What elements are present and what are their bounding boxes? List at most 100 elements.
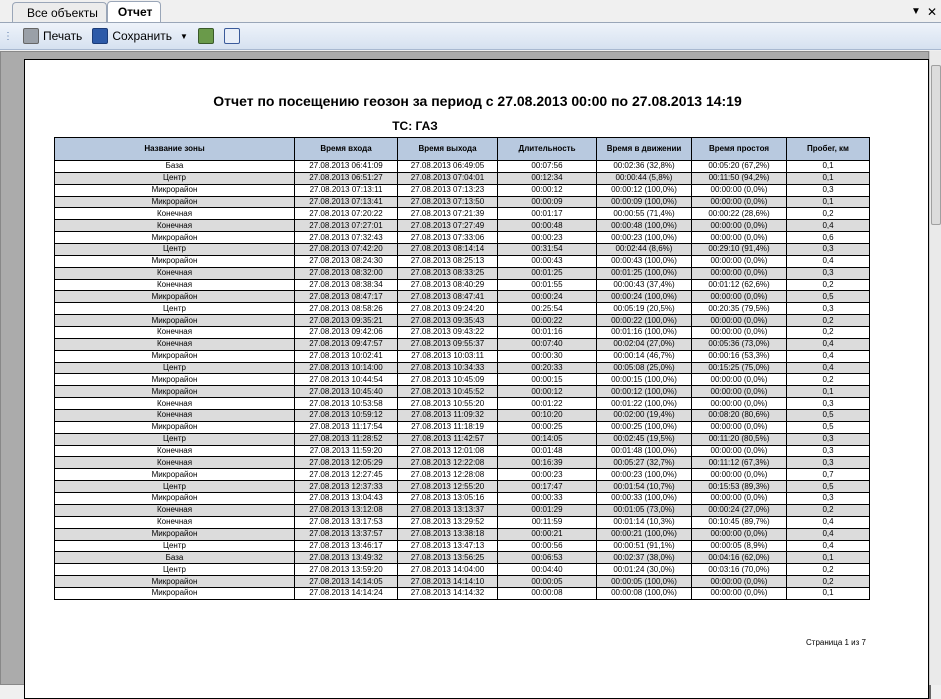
table-cell: 27.08.2013 10:55:20	[397, 397, 498, 411]
table-cell: 27.08.2013 07:27:01	[294, 219, 398, 233]
table-cell: 27.08.2013 07:20:22	[294, 207, 398, 221]
table-cell: 00:00:00 (0,0%)	[691, 575, 787, 588]
table-cell: 00:05:19 (20,5%)	[596, 302, 692, 316]
table-cell: 27.08.2013 10:45:40	[294, 385, 398, 399]
table-cell: 00:00:12	[497, 385, 597, 399]
table-cell: 00:10:20	[497, 409, 597, 422]
table-cell: 27.08.2013 13:17:53	[294, 515, 398, 529]
table-row: Микрорайон 27.08.2013 14:14:05 27.08.2013 …	[54, 575, 870, 588]
table-cell: 00:00:00 (0,0%)	[691, 266, 787, 280]
table-cell: 0,7	[786, 468, 870, 482]
table-cell: 00:00:12	[497, 183, 597, 197]
column-header[interactable]: Время простоя	[691, 137, 787, 161]
table-cell: 00:02:45 (19,5%)	[596, 432, 692, 446]
table-cell: 00:00:00 (0,0%)	[691, 254, 787, 268]
table-cell: 27.08.2013 11:42:57	[397, 432, 498, 446]
table-cell: 27.08.2013 12:22:08	[397, 456, 498, 470]
scrollbar-thumb[interactable]	[931, 65, 941, 225]
table-cell: 27.08.2013 12:05:29	[294, 456, 398, 470]
table-cell: 00:00:25 (100,0%)	[596, 420, 692, 434]
report-page: Отчет по посещению геозон за период с 27…	[24, 59, 929, 699]
table-row: Микрорайон 27.08.2013 11:17:54 27.08.2013 …	[54, 420, 870, 434]
page-view-button[interactable]	[197, 27, 214, 45]
column-header[interactable]: Время в движении	[596, 137, 692, 161]
table-row: Конечная 27.08.2013 08:32:00 27.08.2013 08…	[54, 266, 870, 280]
print-button[interactable]: Печать	[23, 27, 82, 45]
table-cell: 00:01:24 (30,0%)	[596, 563, 692, 577]
chevron-down-icon[interactable]: ▼	[911, 6, 921, 17]
column-header[interactable]: Время входа	[294, 137, 398, 161]
column-header[interactable]: Пробег, км	[786, 137, 870, 161]
toolbar: ⋮ Печать Сохранить ▼	[0, 23, 941, 50]
table-cell: 00:07:56	[497, 160, 597, 173]
column-header[interactable]: Длительность	[497, 137, 597, 161]
table-cell: 0,1	[786, 171, 870, 185]
table-row: Конечная 27.08.2013 11:59:20 27.08.2013 12…	[54, 444, 870, 458]
table-cell: 00:10:45 (89,7%)	[691, 515, 787, 529]
column-header[interactable]: Время выхода	[397, 137, 498, 161]
table-cell: 00:05:20 (67,2%)	[691, 160, 787, 173]
table-cell: 0,3	[786, 183, 870, 197]
table-cell: 00:05:27 (32,7%)	[596, 456, 692, 470]
table-cell: 00:00:00 (0,0%)	[691, 420, 787, 434]
table-cell: 0,5	[786, 409, 870, 422]
table-row: Конечная 27.08.2013 07:27:01 27.08.2013 07…	[54, 219, 870, 233]
table-cell: 27.08.2013 07:13:41	[294, 195, 398, 209]
table-cell: 0,4	[786, 539, 870, 553]
table-cell: 27.08.2013 07:21:39	[397, 207, 498, 221]
table-cell: 00:00:00 (0,0%)	[691, 195, 787, 209]
table-cell: 00:11:12 (67,3%)	[691, 456, 787, 470]
tab-all-objects[interactable]: Все объекты	[12, 2, 107, 22]
table-cell: 00:14:05	[497, 432, 597, 446]
save-button[interactable]: Сохранить ▼	[92, 27, 188, 45]
table-cell: 00:02:44 (8,6%)	[596, 243, 692, 256]
report-table: Название зоны Время входа Время выхода Д…	[54, 137, 870, 600]
table-cell: Конечная	[54, 503, 295, 517]
table-cell: 0,6	[786, 231, 870, 245]
table-cell: 00:17:47	[497, 480, 597, 494]
table-cell: 27.08.2013 07:13:11	[294, 183, 398, 197]
close-icon[interactable]: ✕	[926, 5, 937, 19]
column-header[interactable]: Название зоны	[54, 137, 295, 161]
table-cell: 27.08.2013 12:37:33	[294, 480, 398, 494]
table-cell: 27.08.2013 13:38:18	[397, 527, 498, 541]
table-cell: 27.08.2013 12:27:45	[294, 468, 398, 482]
table-cell: 00:01:48	[497, 444, 597, 458]
table-cell: 00:00:44 (5,8%)	[596, 171, 692, 185]
table-cell: 00:08:20 (80,6%)	[691, 409, 787, 422]
table-cell: 0,1	[786, 195, 870, 209]
table-cell: 00:01:22 (100,0%)	[596, 397, 692, 411]
table-cell: 00:02:36 (32,8%)	[596, 160, 692, 173]
table-cell: 0,4	[786, 254, 870, 268]
table-cell: 27.08.2013 09:47:57	[294, 337, 398, 351]
table-cell: 00:01:16 (100,0%)	[596, 326, 692, 339]
page-indicator: Страница 1 из 7	[806, 638, 866, 647]
table-cell: 00:20:35 (79,5%)	[691, 302, 787, 316]
vertical-scrollbar[interactable]	[929, 51, 941, 685]
table-cell: 0,2	[786, 373, 870, 387]
table-cell: 00:01:05 (73,0%)	[596, 503, 692, 517]
table-cell: Конечная	[54, 207, 295, 221]
table-cell: Конечная	[54, 266, 295, 280]
table-cell: 27.08.2013 13:04:43	[294, 492, 398, 505]
chevron-down-icon[interactable]: ▼	[179, 31, 188, 41]
table-row: Микрорайон 27.08.2013 07:13:11 27.08.2013 …	[54, 183, 870, 197]
table-cell: Микрорайон	[54, 373, 295, 387]
table-cell: Конечная	[54, 409, 295, 422]
table-cell: 27.08.2013 09:42:06	[294, 326, 398, 339]
table-cell: 00:01:14 (10,3%)	[596, 515, 692, 529]
table-cell: 0,3	[786, 243, 870, 256]
table-cell: 27.08.2013 06:51:27	[294, 171, 398, 185]
tab-report[interactable]: Отчет	[106, 1, 162, 22]
table-row: Микрорайон 27.08.2013 09:35:21 27.08.2013 …	[54, 314, 870, 328]
table-cell: 00:00:14 (46,7%)	[596, 349, 692, 363]
table-cell: Микрорайон	[54, 385, 295, 399]
table-cell: Конечная	[54, 278, 295, 292]
table-cell: 00:00:30	[497, 349, 597, 363]
page-width-button[interactable]	[223, 27, 240, 45]
table-cell: 27.08.2013 09:43:22	[397, 326, 498, 339]
table-cell: 00:00:05 (100,0%)	[596, 575, 692, 588]
table-cell: 00:00:22 (28,6%)	[691, 207, 787, 221]
table-cell: Центр	[54, 432, 295, 446]
table-cell: 00:00:48 (100,0%)	[596, 219, 692, 233]
